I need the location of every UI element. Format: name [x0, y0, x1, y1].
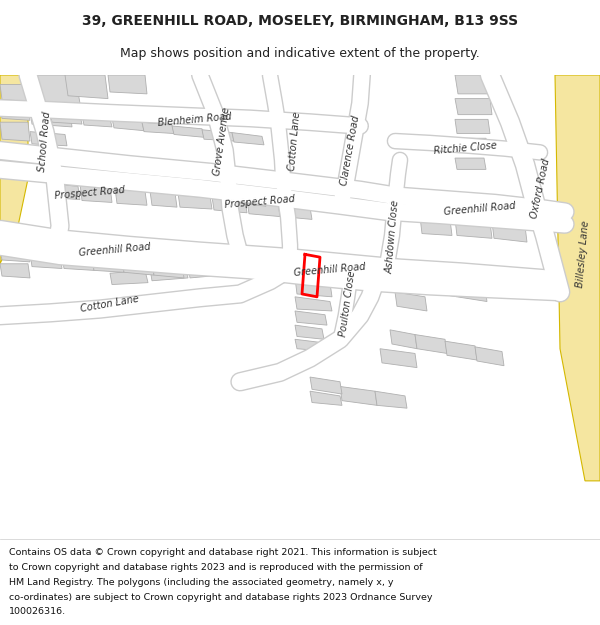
Polygon shape [188, 263, 222, 278]
Polygon shape [50, 171, 82, 184]
Polygon shape [475, 347, 504, 366]
Polygon shape [172, 126, 204, 138]
Polygon shape [0, 264, 30, 278]
Polygon shape [445, 341, 477, 360]
Polygon shape [0, 122, 30, 141]
Polygon shape [82, 116, 112, 127]
Polygon shape [455, 75, 492, 94]
Polygon shape [455, 99, 492, 114]
Text: 100026316.: 100026316. [9, 608, 66, 616]
Text: Ritchie Close: Ritchie Close [433, 141, 497, 156]
Text: Blenheim Road: Blenheim Road [158, 111, 232, 128]
Polygon shape [30, 75, 80, 103]
Polygon shape [455, 138, 488, 152]
Text: HM Land Registry. The polygons (including the associated geometry, namely x, y: HM Land Registry. The polygons (includin… [9, 578, 394, 587]
Polygon shape [295, 297, 332, 311]
Text: Oxford Road: Oxford Road [529, 158, 551, 219]
Polygon shape [310, 377, 342, 394]
Polygon shape [310, 391, 342, 406]
Polygon shape [65, 75, 108, 99]
Polygon shape [212, 197, 247, 212]
Polygon shape [0, 75, 28, 264]
Text: Cotton Lane: Cotton Lane [287, 111, 302, 171]
Polygon shape [30, 132, 67, 146]
Polygon shape [455, 219, 492, 238]
Polygon shape [80, 184, 112, 203]
Text: Grove Avenue: Grove Avenue [212, 106, 232, 176]
Polygon shape [234, 193, 266, 206]
Polygon shape [82, 174, 114, 186]
Polygon shape [174, 186, 206, 198]
Polygon shape [455, 158, 486, 169]
Polygon shape [390, 330, 417, 349]
Polygon shape [395, 292, 427, 311]
Polygon shape [395, 273, 427, 292]
Polygon shape [415, 334, 447, 354]
Polygon shape [232, 132, 264, 145]
Text: Prospect Road: Prospect Road [224, 194, 296, 211]
Polygon shape [142, 122, 174, 134]
Text: co-ordinates) are subject to Crown copyright and database rights 2023 Ordnance S: co-ordinates) are subject to Crown copyr… [9, 592, 433, 602]
Polygon shape [178, 193, 212, 209]
Text: Greenhill Road: Greenhill Road [79, 241, 151, 258]
Polygon shape [555, 75, 600, 481]
Polygon shape [0, 103, 30, 120]
Polygon shape [455, 282, 487, 301]
Polygon shape [455, 119, 490, 134]
Text: Greenhill Road: Greenhill Road [443, 201, 517, 217]
Polygon shape [112, 118, 144, 131]
Text: Poulton Close: Poulton Close [338, 270, 358, 337]
Polygon shape [295, 325, 324, 339]
Polygon shape [50, 112, 82, 124]
Polygon shape [380, 349, 417, 368]
Text: 39, GREENHILL ROAD, MOSELEY, BIRMINGHAM, B13 9SS: 39, GREENHILL ROAD, MOSELEY, BIRMINGHAM,… [82, 14, 518, 28]
Polygon shape [375, 391, 407, 408]
Text: Greenhill Road: Greenhill Road [293, 261, 367, 278]
Text: Clarence Road: Clarence Road [339, 114, 361, 186]
Polygon shape [50, 184, 80, 199]
Polygon shape [92, 256, 124, 272]
Text: Ashdown Close: Ashdown Close [385, 200, 401, 274]
Polygon shape [108, 75, 147, 94]
Polygon shape [152, 262, 184, 278]
Polygon shape [150, 266, 188, 281]
Polygon shape [340, 386, 377, 406]
Polygon shape [0, 249, 30, 262]
Polygon shape [115, 188, 147, 205]
Polygon shape [144, 181, 176, 194]
Polygon shape [247, 201, 280, 217]
Polygon shape [62, 254, 94, 271]
Text: Map shows position and indicative extent of the property.: Map shows position and indicative extent… [120, 48, 480, 61]
Polygon shape [114, 177, 146, 190]
Polygon shape [30, 108, 72, 127]
Polygon shape [204, 188, 236, 201]
Text: Billesley Lane: Billesley Lane [575, 221, 591, 288]
Polygon shape [202, 130, 234, 141]
Polygon shape [492, 222, 527, 242]
Polygon shape [150, 191, 177, 207]
Text: Prospect Road: Prospect Road [55, 185, 125, 201]
Polygon shape [420, 217, 452, 236]
Polygon shape [295, 311, 327, 325]
Text: School Road: School Road [37, 111, 53, 172]
Polygon shape [30, 253, 62, 269]
Polygon shape [280, 204, 312, 219]
Text: to Crown copyright and database rights 2023 and is reproduced with the permissio: to Crown copyright and database rights 2… [9, 563, 422, 572]
Polygon shape [295, 339, 320, 351]
Polygon shape [295, 278, 332, 297]
Polygon shape [425, 278, 457, 297]
Text: Cotton Lane: Cotton Lane [80, 293, 140, 314]
Polygon shape [0, 84, 30, 101]
Polygon shape [122, 258, 154, 275]
Polygon shape [110, 271, 148, 284]
Text: Contains OS data © Crown copyright and database right 2021. This information is : Contains OS data © Crown copyright and d… [9, 548, 437, 557]
